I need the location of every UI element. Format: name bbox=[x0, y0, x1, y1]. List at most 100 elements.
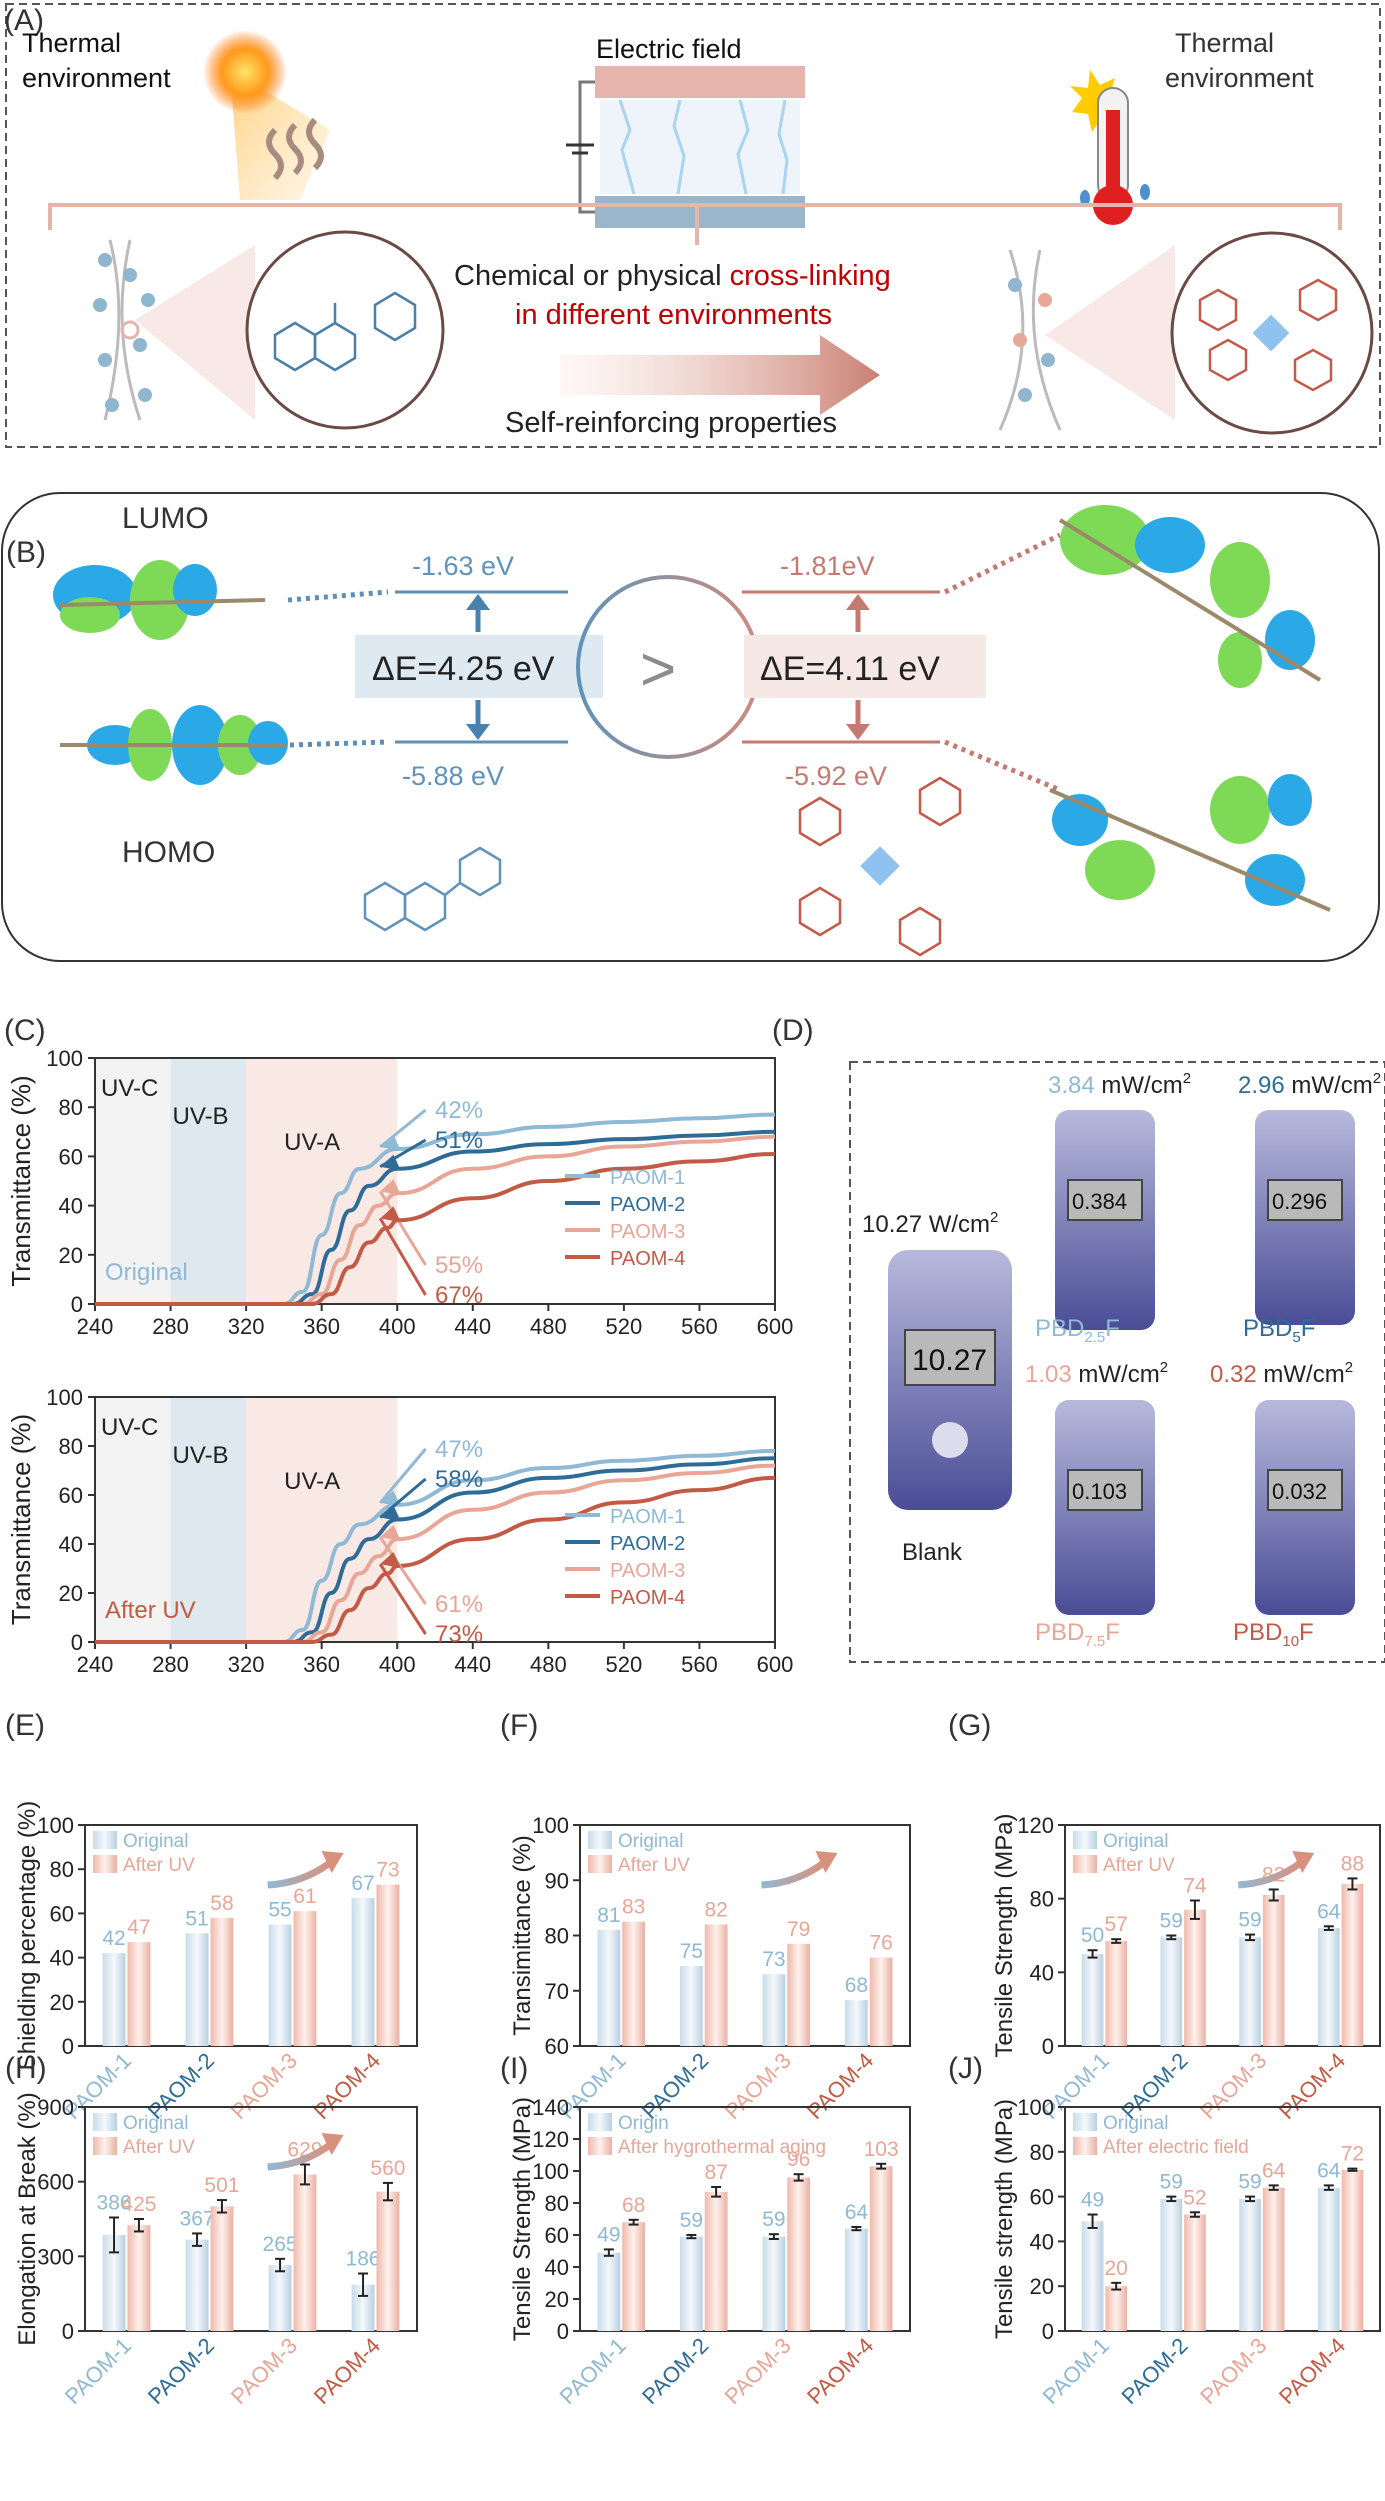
meter-display: 0.032 bbox=[1272, 1479, 1327, 1504]
y-axis-label: Tensile Strength (MPa) bbox=[509, 2097, 536, 2341]
y-tick-label: 80 bbox=[545, 2191, 569, 2216]
self-reinforcing-label: Self-reinforcing properties bbox=[505, 407, 837, 439]
meter-pbd5f: 2.96 mW/cm2 0.296 PBD5F bbox=[1238, 1070, 1381, 1346]
y-tick-label: 0 bbox=[1042, 2319, 1054, 2344]
bar-value-label: 501 bbox=[204, 2174, 239, 2197]
y-tick-label: 80 bbox=[1030, 1887, 1054, 1912]
bar-treated bbox=[376, 2191, 400, 2331]
category-label: PAOM-1 bbox=[60, 2333, 136, 2409]
electric-field-label: Electric field bbox=[596, 34, 742, 64]
y-tick-label: 60 bbox=[59, 1483, 83, 1508]
bar-original bbox=[1160, 2198, 1183, 2331]
blank-display: 10.27 bbox=[912, 1344, 987, 1377]
legend-label: PAOM-3 bbox=[610, 1221, 685, 1243]
x-tick-label: 320 bbox=[228, 1314, 265, 1339]
x-tick-label: 400 bbox=[379, 1314, 416, 1339]
bar-value-label: 58 bbox=[210, 1892, 233, 1915]
y-tick-label: 120 bbox=[1017, 1813, 1054, 1838]
right-polymer-chain bbox=[998, 249, 1062, 431]
y-tick-label: 40 bbox=[50, 1946, 74, 1971]
circuit-wire bbox=[578, 80, 595, 214]
legend-label: Original bbox=[1103, 2113, 1168, 2134]
y-tick-label: 0 bbox=[71, 1630, 83, 1655]
meter-display: 0.103 bbox=[1072, 1479, 1127, 1504]
arrow-head-icon bbox=[321, 1851, 344, 1873]
panel-c-label: (C) bbox=[4, 1014, 46, 1047]
bar-treated bbox=[1184, 2214, 1206, 2331]
series-line-paom-2 bbox=[95, 1129, 776, 1307]
y-tick-label: 80 bbox=[1030, 2140, 1054, 2165]
annotation-arrow bbox=[378, 1217, 427, 1296]
panel-label: (G) bbox=[948, 1709, 991, 1742]
arrow-head-icon bbox=[380, 1552, 401, 1569]
y-axis-label: Transimittance (%) bbox=[509, 1835, 536, 2035]
series-line-paom-3 bbox=[95, 1134, 776, 1307]
category-label: PAOM-4 bbox=[309, 2048, 385, 2124]
meter-blank-icon: 10.27 bbox=[888, 1250, 1012, 1510]
y-axis-label: Shielding percentage (%) bbox=[14, 1801, 41, 2071]
right-homo-energy: -5.92 eV bbox=[785, 761, 887, 791]
category-label: PAOM-3 bbox=[720, 2048, 796, 2124]
y-tick-label: 40 bbox=[1030, 1960, 1054, 1985]
y-tick-label: 90 bbox=[545, 1868, 569, 1893]
category-label: PAOM-4 bbox=[802, 2048, 878, 2124]
left-polymer-chain bbox=[93, 239, 155, 421]
bar-value-label: 59 bbox=[680, 2209, 703, 2232]
y-axis-label: Transmittance (%) bbox=[6, 1414, 36, 1625]
bar-value-label: 79 bbox=[787, 1918, 810, 1941]
y-tick-label: 60 bbox=[59, 1144, 83, 1169]
left-gap-box bbox=[355, 635, 603, 698]
left-env-line2: environment bbox=[22, 63, 171, 93]
y-tick-label: 140 bbox=[532, 2095, 569, 2120]
bar-original bbox=[351, 2284, 375, 2331]
x-tick-label: 400 bbox=[379, 1652, 416, 1677]
dimer-structure-icon bbox=[1198, 278, 1338, 392]
bar-value-label: 49 bbox=[1081, 2189, 1104, 2212]
trend-arrow bbox=[267, 2142, 332, 2171]
bar-treated bbox=[1341, 2169, 1364, 2331]
reinforce-arrow bbox=[560, 335, 880, 415]
left-gap-text: ΔE=4.25 eV bbox=[372, 650, 555, 688]
bar-treated bbox=[869, 2166, 893, 2331]
bar-treated bbox=[1184, 1909, 1206, 2046]
bar-original bbox=[268, 2265, 292, 2331]
panel-d: (D) 10.27 W/cm2 10.27 Blank 3.84 mW/cm2 … bbox=[772, 1014, 1385, 1663]
y-tick-label: 100 bbox=[37, 1813, 74, 1838]
y-tick-label: 40 bbox=[1030, 2229, 1054, 2254]
bar-value-label: 52 bbox=[1183, 2186, 1206, 2209]
y-tick-label: 600 bbox=[37, 2170, 74, 2195]
series-line-paom-4 bbox=[95, 1475, 776, 1645]
category-label: PAOM-3 bbox=[226, 2048, 302, 2124]
arrow-up-icon bbox=[466, 594, 490, 610]
bar-treated bbox=[1105, 1941, 1127, 2046]
annotation-arrow bbox=[378, 1563, 427, 1635]
bar-value-label: 87 bbox=[704, 2161, 727, 2184]
bar-value-label: 367 bbox=[180, 2207, 215, 2230]
sun-icon bbox=[203, 30, 287, 114]
x-tick-label: 520 bbox=[606, 1652, 643, 1677]
meter-display: 0.384 bbox=[1072, 1189, 1127, 1214]
category-label: PAOM-3 bbox=[1195, 2048, 1271, 2124]
panel-b-label: (B) bbox=[6, 536, 46, 569]
category-label: PAOM-4 bbox=[309, 2333, 385, 2409]
bar-original bbox=[1239, 1937, 1261, 2046]
heat-wave-icon bbox=[286, 122, 304, 176]
x-tick-label: 280 bbox=[152, 1314, 189, 1339]
panel-b: (B) LUMO HOMO -1.63 eV -5.88 eV ΔE=4.25 … bbox=[1, 492, 1380, 962]
y-tick-label: 100 bbox=[46, 1385, 83, 1410]
panel-a-label: (A) bbox=[4, 4, 44, 37]
bar-value-label: 68 bbox=[845, 1974, 868, 1997]
meter-display: 0.296 bbox=[1272, 1189, 1327, 1214]
x-tick-label: 360 bbox=[303, 1314, 340, 1339]
lumo-label: LUMO bbox=[122, 502, 209, 535]
legend-label: PAOM-4 bbox=[610, 1587, 685, 1609]
x-tick-label: 320 bbox=[228, 1652, 265, 1677]
bar-treated bbox=[622, 1921, 645, 2046]
legend-swatch bbox=[588, 1855, 612, 1873]
band-label: UV-C bbox=[101, 1414, 158, 1441]
legend-swatch bbox=[93, 2113, 117, 2131]
sample-label: PBD5F bbox=[1243, 1315, 1315, 1346]
